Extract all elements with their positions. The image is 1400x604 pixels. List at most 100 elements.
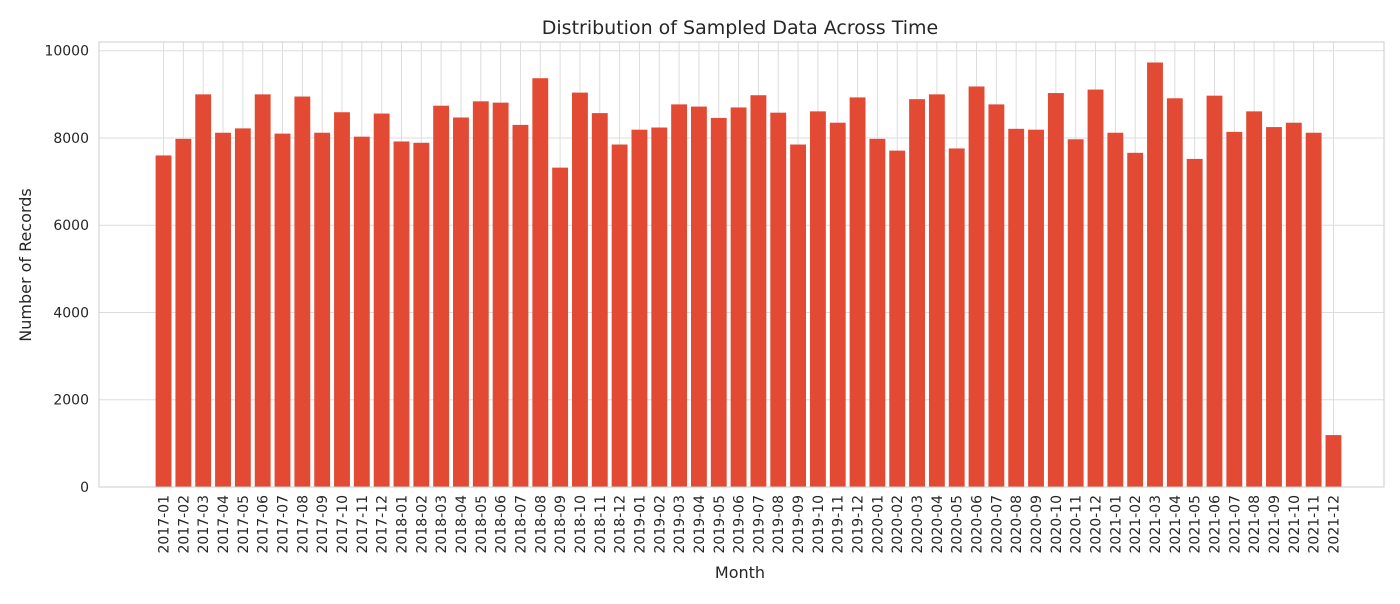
x-tick-label: 2020-12 xyxy=(1089,495,1105,554)
x-tick-label: 2020-10 xyxy=(1049,495,1065,554)
x-axis-ticks: 2017-01 2017-02 2017-03 2017-04 2017-05 2017-… xyxy=(157,495,1343,554)
x-tick-label: 2017-02 xyxy=(176,495,192,554)
bar xyxy=(829,122,846,487)
x-tick-label: 2019-01 xyxy=(632,495,648,554)
x-tick-label: 2020-01 xyxy=(870,495,886,554)
x-tick-label: 2017-05 xyxy=(236,495,252,554)
x-tick-label: 2020-06 xyxy=(970,495,986,554)
x-tick-label: 2019-12 xyxy=(851,495,867,554)
bar xyxy=(1305,132,1322,487)
x-tick-label: 2021-05 xyxy=(1188,495,1204,554)
x-tick-label: 2021-06 xyxy=(1207,495,1223,554)
bar xyxy=(472,101,489,487)
bar xyxy=(1107,132,1124,487)
bar xyxy=(750,95,767,487)
x-tick-label: 2019-09 xyxy=(791,495,807,554)
x-tick-label: 2019-05 xyxy=(712,495,728,554)
x-tick-label: 2017-10 xyxy=(335,495,351,554)
x-tick-label: 2019-04 xyxy=(692,495,708,554)
bar xyxy=(770,112,787,488)
x-tick-label: 2018-12 xyxy=(613,495,629,554)
x-tick-label: 2021-01 xyxy=(1108,495,1124,554)
x-tick-label: 2018-09 xyxy=(553,495,569,554)
y-tick-label: 8000 xyxy=(53,131,89,147)
bar xyxy=(373,113,390,488)
bar xyxy=(155,155,172,487)
y-tick-label: 0 xyxy=(80,480,89,496)
bar xyxy=(572,92,588,487)
bar xyxy=(254,94,271,488)
bar xyxy=(1226,131,1243,487)
bar xyxy=(552,167,569,487)
x-tick-label: 2017-03 xyxy=(196,495,212,554)
x-tick-label: 2021-04 xyxy=(1168,495,1184,554)
x-tick-label: 2019-02 xyxy=(652,495,668,554)
x-tick-label: 2020-09 xyxy=(1029,495,1045,554)
x-tick-label: 2019-06 xyxy=(732,495,748,554)
x-tick-label: 2019-10 xyxy=(811,495,827,554)
bar xyxy=(1186,158,1203,487)
x-axis-title: Month xyxy=(715,563,765,582)
x-tick-label: 2020-05 xyxy=(950,495,966,554)
x-tick-label: 2021-03 xyxy=(1148,495,1164,554)
x-tick-label: 2021-10 xyxy=(1287,495,1303,554)
bar xyxy=(1047,93,1064,487)
bar xyxy=(710,117,727,487)
bar xyxy=(353,136,370,487)
x-tick-label: 2017-12 xyxy=(375,495,391,554)
plot-frame xyxy=(98,41,1385,488)
x-tick-label: 2018-06 xyxy=(494,495,510,554)
x-tick-label: 2021-11 xyxy=(1307,495,1323,554)
x-tick-label: 2018-03 xyxy=(434,495,450,554)
bar xyxy=(314,132,331,487)
x-tick-label: 2017-06 xyxy=(256,495,272,554)
bar xyxy=(492,102,509,488)
bar xyxy=(1028,129,1044,488)
y-tick-label: 6000 xyxy=(53,218,89,234)
x-tick-label: 2017-08 xyxy=(295,495,311,554)
x-tick-label: 2019-08 xyxy=(771,495,787,554)
bar xyxy=(1087,89,1104,487)
bar xyxy=(1008,128,1025,487)
x-tick-label: 2020-02 xyxy=(890,495,906,554)
x-tick-label: 2019-07 xyxy=(751,495,767,554)
bars xyxy=(155,62,1342,488)
y-tick-label: 2000 xyxy=(53,393,89,409)
x-tick-label: 2018-07 xyxy=(513,495,529,554)
x-tick-label: 2021-12 xyxy=(1326,495,1342,554)
bar xyxy=(413,142,430,487)
x-tick-label: 2018-10 xyxy=(573,495,589,554)
bar xyxy=(611,144,628,487)
x-tick-label: 2018-01 xyxy=(394,495,410,554)
bar xyxy=(869,138,886,487)
bar xyxy=(294,96,311,488)
x-tick-label: 2021-08 xyxy=(1247,495,1263,554)
x-tick-label: 2017-01 xyxy=(157,495,173,554)
y-axis-ticks: 0 2000 4000 6000 8000 10000 xyxy=(44,44,89,496)
x-tick-label: 2021-07 xyxy=(1227,495,1243,554)
bar xyxy=(849,97,866,487)
x-tick-label: 2019-03 xyxy=(672,495,688,554)
x-tick-label: 2019-11 xyxy=(831,495,847,554)
bar xyxy=(690,106,707,487)
bar xyxy=(393,141,410,487)
bar xyxy=(1067,139,1084,487)
x-tick-label: 2021-09 xyxy=(1267,495,1283,554)
x-tick-label: 2017-09 xyxy=(315,495,331,554)
y-tick-label: 4000 xyxy=(53,305,89,321)
bar xyxy=(512,124,529,488)
bar xyxy=(1266,127,1282,487)
x-tick-label: 2018-11 xyxy=(593,495,609,554)
bar xyxy=(909,99,925,487)
bar xyxy=(790,144,807,487)
bar xyxy=(928,94,945,488)
x-tick-label: 2018-04 xyxy=(454,495,470,554)
x-tick-label: 2018-05 xyxy=(474,495,490,554)
bar xyxy=(591,113,608,488)
bar xyxy=(730,107,747,488)
x-tick-label: 2017-04 xyxy=(216,495,232,554)
bar xyxy=(453,117,469,487)
x-tick-label: 2017-11 xyxy=(355,495,371,554)
